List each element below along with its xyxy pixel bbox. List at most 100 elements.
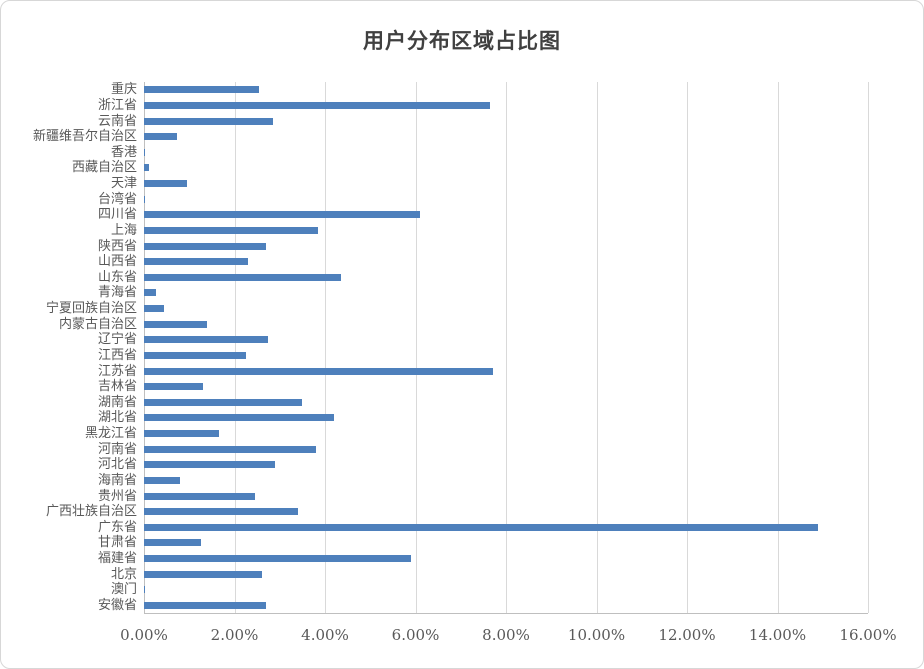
bar-row: [144, 582, 868, 598]
bar-row: [144, 129, 868, 145]
bar-row: [144, 598, 868, 614]
category-label: 安徽省: [97, 597, 137, 613]
bar-天津[interactable]: [144, 180, 187, 188]
bar-江西省[interactable]: [144, 351, 246, 359]
bar-宁夏回族自治区[interactable]: [144, 305, 165, 313]
category-label: 江苏省: [97, 363, 137, 379]
x-tick-label: 2.00%: [210, 626, 259, 644]
bar-四川省[interactable]: [144, 211, 421, 219]
category-label: 重庆: [110, 82, 137, 98]
bar-row: [144, 332, 868, 348]
bar-row: [144, 285, 868, 301]
bar-甘肃省[interactable]: [144, 539, 201, 547]
category-label: 浙江省: [97, 97, 137, 113]
bar-row: [144, 488, 868, 504]
bar-row: [144, 113, 868, 129]
bar-row: [144, 426, 868, 442]
bar-西藏自治区[interactable]: [144, 164, 149, 172]
bar-广西壮族自治区[interactable]: [144, 508, 298, 516]
y-axis-line: [144, 82, 145, 613]
bar-福建省[interactable]: [144, 555, 411, 563]
bar-青海省[interactable]: [144, 289, 156, 297]
x-tick-label: 0.00%: [120, 626, 168, 644]
bar-row: [144, 98, 868, 114]
category-label: 云南省: [97, 113, 137, 129]
x-tick-label: 12.00%: [658, 626, 716, 644]
bar-row: [144, 457, 868, 473]
category-label: 香港: [110, 144, 137, 160]
category-label: 吉林省: [97, 379, 137, 395]
bar-江苏省[interactable]: [144, 367, 494, 375]
bar-row: [144, 363, 868, 379]
bar-row: [144, 535, 868, 551]
bar-山西省[interactable]: [144, 258, 249, 266]
category-label: 西藏自治区: [71, 160, 137, 176]
bar-湖南省[interactable]: [144, 398, 303, 406]
bar-内蒙古自治区[interactable]: [144, 320, 208, 328]
bar-陕西省[interactable]: [144, 242, 267, 250]
bar-辽宁省[interactable]: [144, 336, 269, 344]
bar-山东省[interactable]: [144, 273, 341, 281]
bar-row: [144, 551, 868, 567]
category-label: 广西壮族自治区: [45, 504, 137, 520]
category-label: 北京: [110, 566, 137, 582]
category-label: 贵州省: [97, 488, 137, 504]
gridline: [415, 82, 417, 613]
bar-海南省[interactable]: [144, 476, 181, 484]
gridline: [687, 82, 688, 613]
category-label: 青海省: [97, 285, 137, 301]
bar-云南省[interactable]: [144, 117, 273, 125]
bar-row: [144, 520, 868, 536]
bar-上海[interactable]: [144, 226, 319, 234]
bar-浙江省[interactable]: [144, 101, 491, 109]
category-label: 山东省: [97, 269, 137, 285]
bar-广东省[interactable]: [144, 523, 819, 531]
gridline: [777, 82, 779, 613]
category-label: 内蒙古自治区: [58, 316, 137, 332]
gridline: [234, 82, 236, 613]
gridline: [596, 82, 598, 613]
gridline: [506, 82, 507, 613]
bar-吉林省[interactable]: [144, 383, 203, 391]
x-tick-label: 8.00%: [482, 626, 530, 644]
category-label: 上海: [110, 222, 137, 238]
bar-row: [144, 145, 868, 161]
bar-河南省[interactable]: [144, 445, 316, 453]
bar-row: [144, 176, 868, 192]
bar-新疆维吾尔自治区[interactable]: [144, 133, 177, 141]
category-label: 河北省: [97, 457, 137, 473]
gridline: [868, 82, 869, 613]
bar-重庆[interactable]: [144, 86, 260, 94]
gridline: [325, 82, 326, 613]
bar-黑龙江省[interactable]: [144, 430, 219, 438]
bar-row: [144, 254, 868, 270]
bar-row: [144, 395, 868, 411]
category-label: 新疆维吾尔自治区: [32, 129, 137, 145]
bar-row: [144, 348, 868, 364]
bar-row: [144, 441, 868, 457]
bar-澳门[interactable]: [144, 586, 145, 594]
category-label: 黑龙江省: [84, 426, 137, 442]
bar-湖北省[interactable]: [144, 414, 335, 422]
bar-台湾省[interactable]: [144, 195, 145, 203]
bar-row: [144, 566, 868, 582]
bar-北京[interactable]: [144, 570, 262, 578]
x-tick-label: 14.00%: [748, 626, 807, 644]
bar-香港[interactable]: [144, 148, 146, 156]
bar-row: [144, 316, 868, 332]
y-axis-labels: 重庆 浙江省 云南省 新疆维吾尔自治区 香港 西藏自治区 天津 台湾省 四川省 上海 陕西省 山西省山…: [1, 82, 137, 613]
bar-安徽省[interactable]: [144, 601, 267, 609]
category-label: 海南省: [97, 472, 137, 488]
bar-河北省[interactable]: [144, 461, 276, 469]
category-label: 湖南省: [97, 394, 137, 410]
bar-贵州省[interactable]: [144, 492, 255, 500]
bars-container: [144, 82, 868, 613]
bar-row: [144, 82, 868, 98]
category-label: 四川省: [97, 207, 137, 223]
category-label: 天津: [110, 176, 137, 192]
category-label: 澳门: [110, 582, 137, 598]
bar-row: [144, 223, 868, 239]
category-label: 甘肃省: [97, 535, 137, 551]
chart-title: 用户分布区域占比图: [363, 30, 561, 53]
